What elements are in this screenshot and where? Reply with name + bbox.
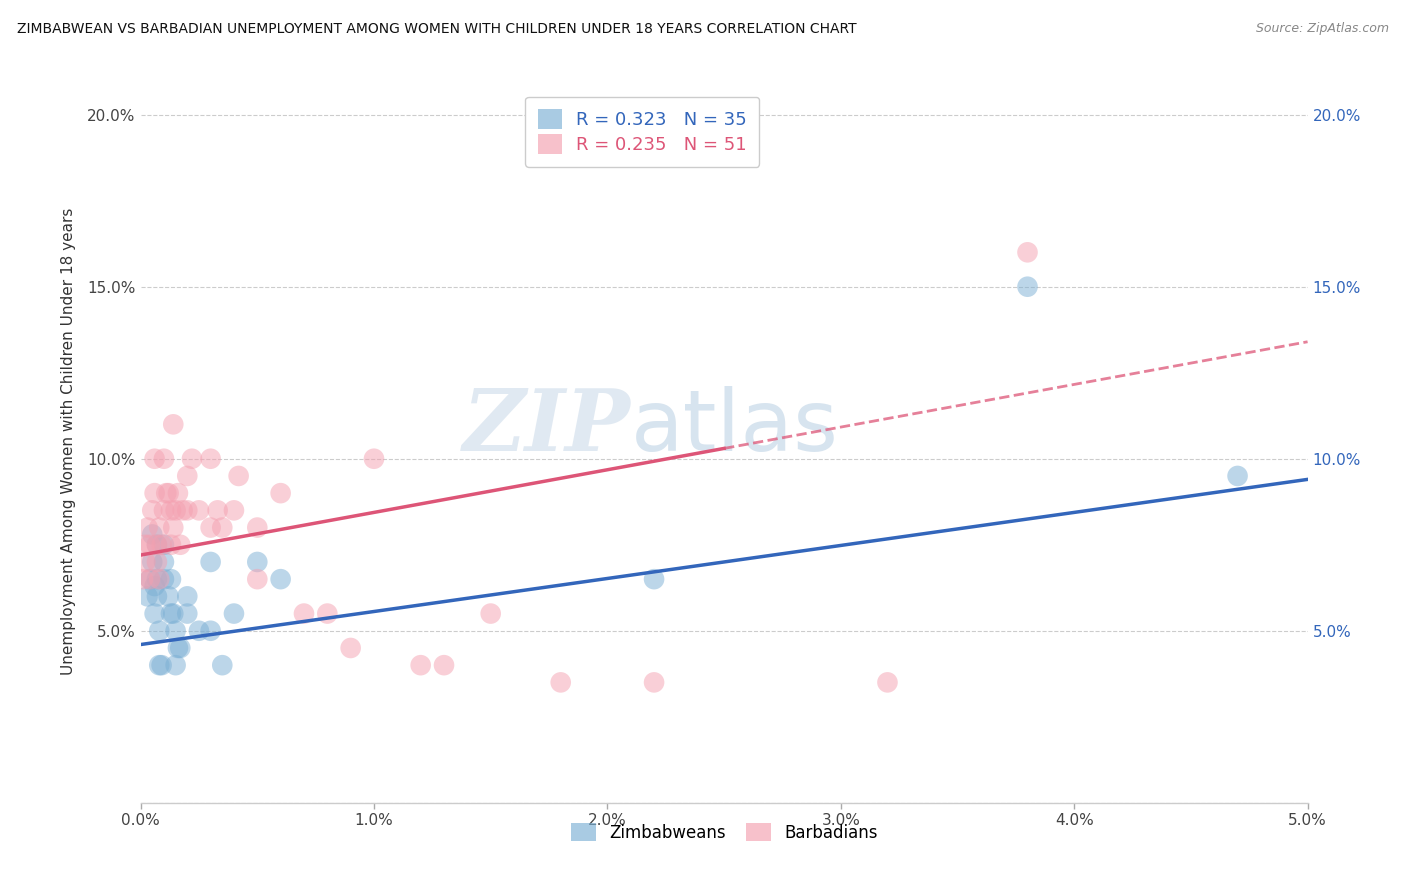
Point [211,520,233,534]
Point [176,503,198,517]
Point [146,538,169,552]
Point [339,640,361,655]
Point [153,451,176,466]
Point [246,572,269,586]
Point [160,607,183,621]
Point [316,607,339,621]
Point [409,658,432,673]
Point [207,503,229,517]
Point [211,658,233,673]
Point [134,555,156,569]
Point [246,520,269,534]
Point [146,590,169,604]
Point [200,555,222,569]
Point [143,486,166,500]
Point [222,503,245,517]
Point [148,520,170,534]
Point [479,607,502,621]
Point [876,675,898,690]
Point [246,555,269,569]
Point [155,486,177,500]
Point [139,572,162,586]
Point [222,607,245,621]
Point [176,607,198,621]
Point [363,451,385,466]
Point [143,579,166,593]
Point [160,538,183,552]
Point [148,572,170,586]
Point [146,538,169,552]
Point [141,527,163,541]
Point [153,503,176,517]
Point [148,624,170,638]
Point [136,520,159,534]
Point [160,572,183,586]
Point [550,675,572,690]
Text: Source: ZipAtlas.com: Source: ZipAtlas.com [1256,22,1389,36]
Point [167,486,190,500]
Point [270,486,292,500]
Point [165,503,187,517]
Point [176,469,198,483]
Text: ZIMBABWEAN VS BARBADIAN UNEMPLOYMENT AMONG WOMEN WITH CHILDREN UNDER 18 YEARS CO: ZIMBABWEAN VS BARBADIAN UNEMPLOYMENT AMO… [17,22,856,37]
Point [643,675,665,690]
Point [188,503,211,517]
Point [169,640,191,655]
Point [165,658,187,673]
Point [1017,279,1039,293]
Text: ZIP: ZIP [463,385,631,469]
Point [141,555,163,569]
Point [143,451,166,466]
Point [181,451,204,466]
Text: atlas: atlas [631,385,839,468]
Point [200,520,222,534]
Point [150,658,173,673]
Point [167,640,190,655]
Y-axis label: Unemployment Among Women with Children Under 18 years: Unemployment Among Women with Children U… [62,208,76,675]
Point [165,624,187,638]
Point [228,469,250,483]
Point [141,503,163,517]
Point [160,503,183,517]
Point [153,538,176,552]
Point [157,486,180,500]
Point [162,417,184,432]
Point [132,572,155,586]
Point [136,590,159,604]
Point [146,555,169,569]
Point [162,520,184,534]
Point [172,503,194,517]
Point [188,624,211,638]
Point [134,538,156,552]
Point [270,572,292,586]
Point [643,572,665,586]
Point [292,607,315,621]
Point [176,590,198,604]
Point [200,624,222,638]
Point [1017,245,1039,260]
Point [153,555,176,569]
Point [713,142,735,156]
Point [1226,469,1249,483]
Point [139,538,162,552]
Point [162,607,184,621]
Legend: Zimbabweans, Barbadians: Zimbabweans, Barbadians [564,817,884,848]
Point [139,572,162,586]
Point [157,590,180,604]
Point [148,658,170,673]
Point [200,451,222,466]
Point [433,658,456,673]
Point [153,572,176,586]
Point [146,572,169,586]
Point [169,538,191,552]
Point [150,538,173,552]
Point [143,607,166,621]
